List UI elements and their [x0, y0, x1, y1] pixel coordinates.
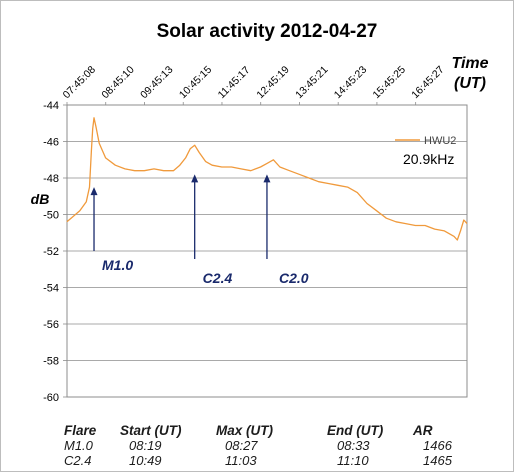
- legend-frequency-label: 20.9kHz: [403, 151, 454, 167]
- flare-arrow-head: [191, 174, 199, 183]
- y-tick-label: -44: [43, 100, 59, 112]
- series-line-hwu2: [66, 117, 468, 241]
- y-tick-label: -58: [43, 356, 59, 368]
- flare-arrow-head: [263, 174, 271, 183]
- y-tick-label: -46: [43, 137, 59, 149]
- x-axis-title-line2: (UT): [454, 75, 486, 92]
- x-axis-title-line1: Time: [451, 55, 488, 72]
- y-axis-title: dB: [31, 191, 50, 207]
- flare-label-m1-0: M1.0: [102, 257, 133, 273]
- legend-label-hwu2: HWU2: [424, 135, 456, 147]
- y-tick-label: -54: [43, 283, 59, 295]
- y-tick-label: -48: [43, 173, 59, 185]
- chart-title: Solar activity 2012-04-27: [157, 21, 378, 42]
- y-tick-label: -56: [43, 319, 59, 331]
- y-tick-label: -60: [43, 392, 59, 404]
- flare-label-c2-4: C2.4: [203, 270, 233, 286]
- y-tick-label: -52: [43, 246, 59, 258]
- flare-arrow-head: [90, 187, 98, 196]
- y-tick-label: -50: [43, 210, 59, 222]
- flare-label-c2-0: C2.0: [279, 270, 309, 286]
